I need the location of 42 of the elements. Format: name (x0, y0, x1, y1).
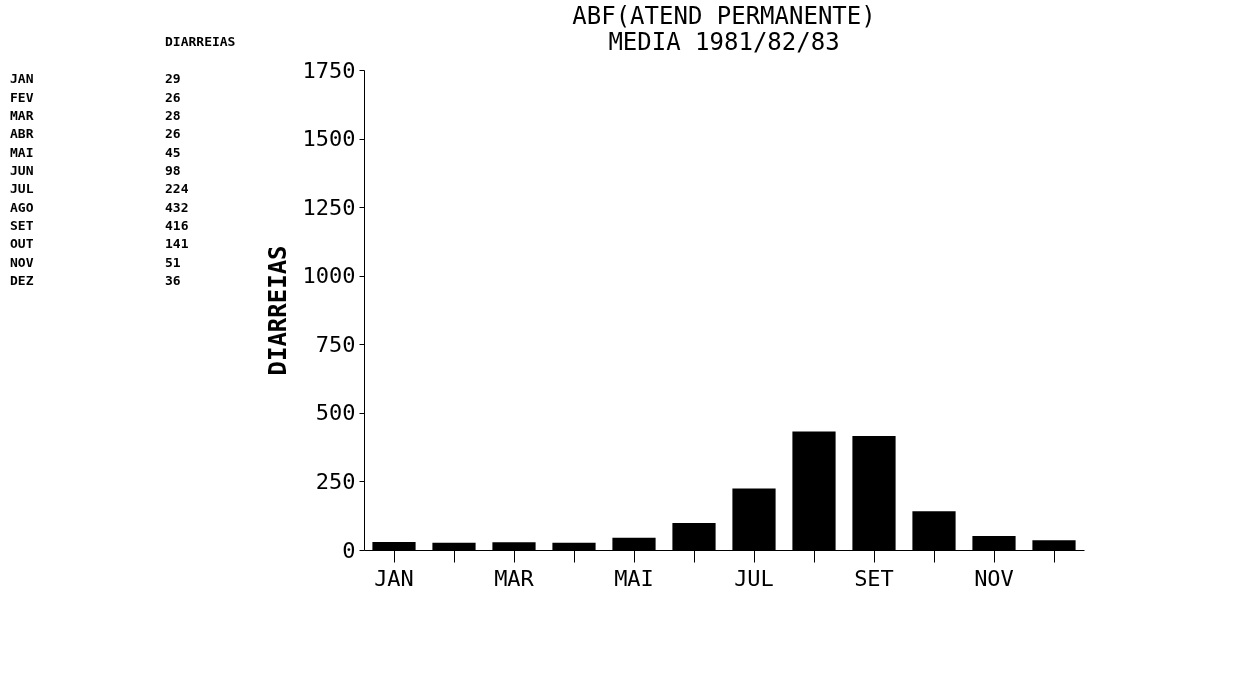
data-label: 45 (165, 144, 181, 160)
text: ABF(ATEND PERMANENTE) (572, 2, 876, 30)
x-tick-label: MAR (494, 565, 535, 591)
data-label: 416 (165, 217, 189, 233)
y-tick-label: 1500 (302, 126, 356, 152)
data-label: 26 (165, 126, 181, 142)
x-tick-label: SET (854, 565, 894, 591)
data-label: 98 (165, 162, 181, 178)
y-axis-title: DIARREIAS (263, 245, 292, 376)
x-tick-label: NOV (974, 565, 1014, 591)
category-label: JAN (10, 71, 34, 87)
legend-title: DIARREIAS (165, 34, 236, 49)
category-label: MAR (10, 107, 34, 123)
data-label: 432 (165, 199, 189, 215)
category-label: SET (10, 217, 34, 233)
category-label: MAI (10, 144, 34, 160)
y-tick-label: 500 (315, 400, 356, 426)
data-label: 29 (165, 71, 181, 87)
category-label: OUT (10, 236, 34, 252)
x-tick-label: MAI (614, 565, 654, 591)
category-label: NOV (10, 254, 34, 270)
category-label: AGO (10, 199, 34, 215)
x-tick-label: JAN (374, 565, 414, 591)
category-label: DEZ (10, 272, 34, 288)
y-tick-label: 1000 (302, 263, 356, 289)
data-label: 224 (165, 181, 189, 197)
text: MEDIA 1981/82/83 (608, 28, 840, 56)
data-label: 36 (165, 272, 181, 288)
data-label: 51 (165, 254, 181, 270)
x-tick-label: JUL (734, 565, 774, 591)
y-tick-label: 250 (315, 468, 356, 494)
category-label: FEV (10, 89, 34, 105)
data-label: 141 (165, 236, 189, 252)
category-label: JUL (10, 181, 34, 197)
y-tick-label: 1250 (302, 194, 356, 220)
category-label: JUN (10, 162, 34, 178)
y-tick-label: 0 (342, 537, 356, 563)
y-tick-label: 1750 (302, 57, 356, 83)
y-tick-label: 750 (315, 331, 356, 357)
data-label: 28 (165, 107, 181, 123)
data-label: 26 (165, 89, 181, 105)
category-label: ABR (10, 126, 34, 142)
